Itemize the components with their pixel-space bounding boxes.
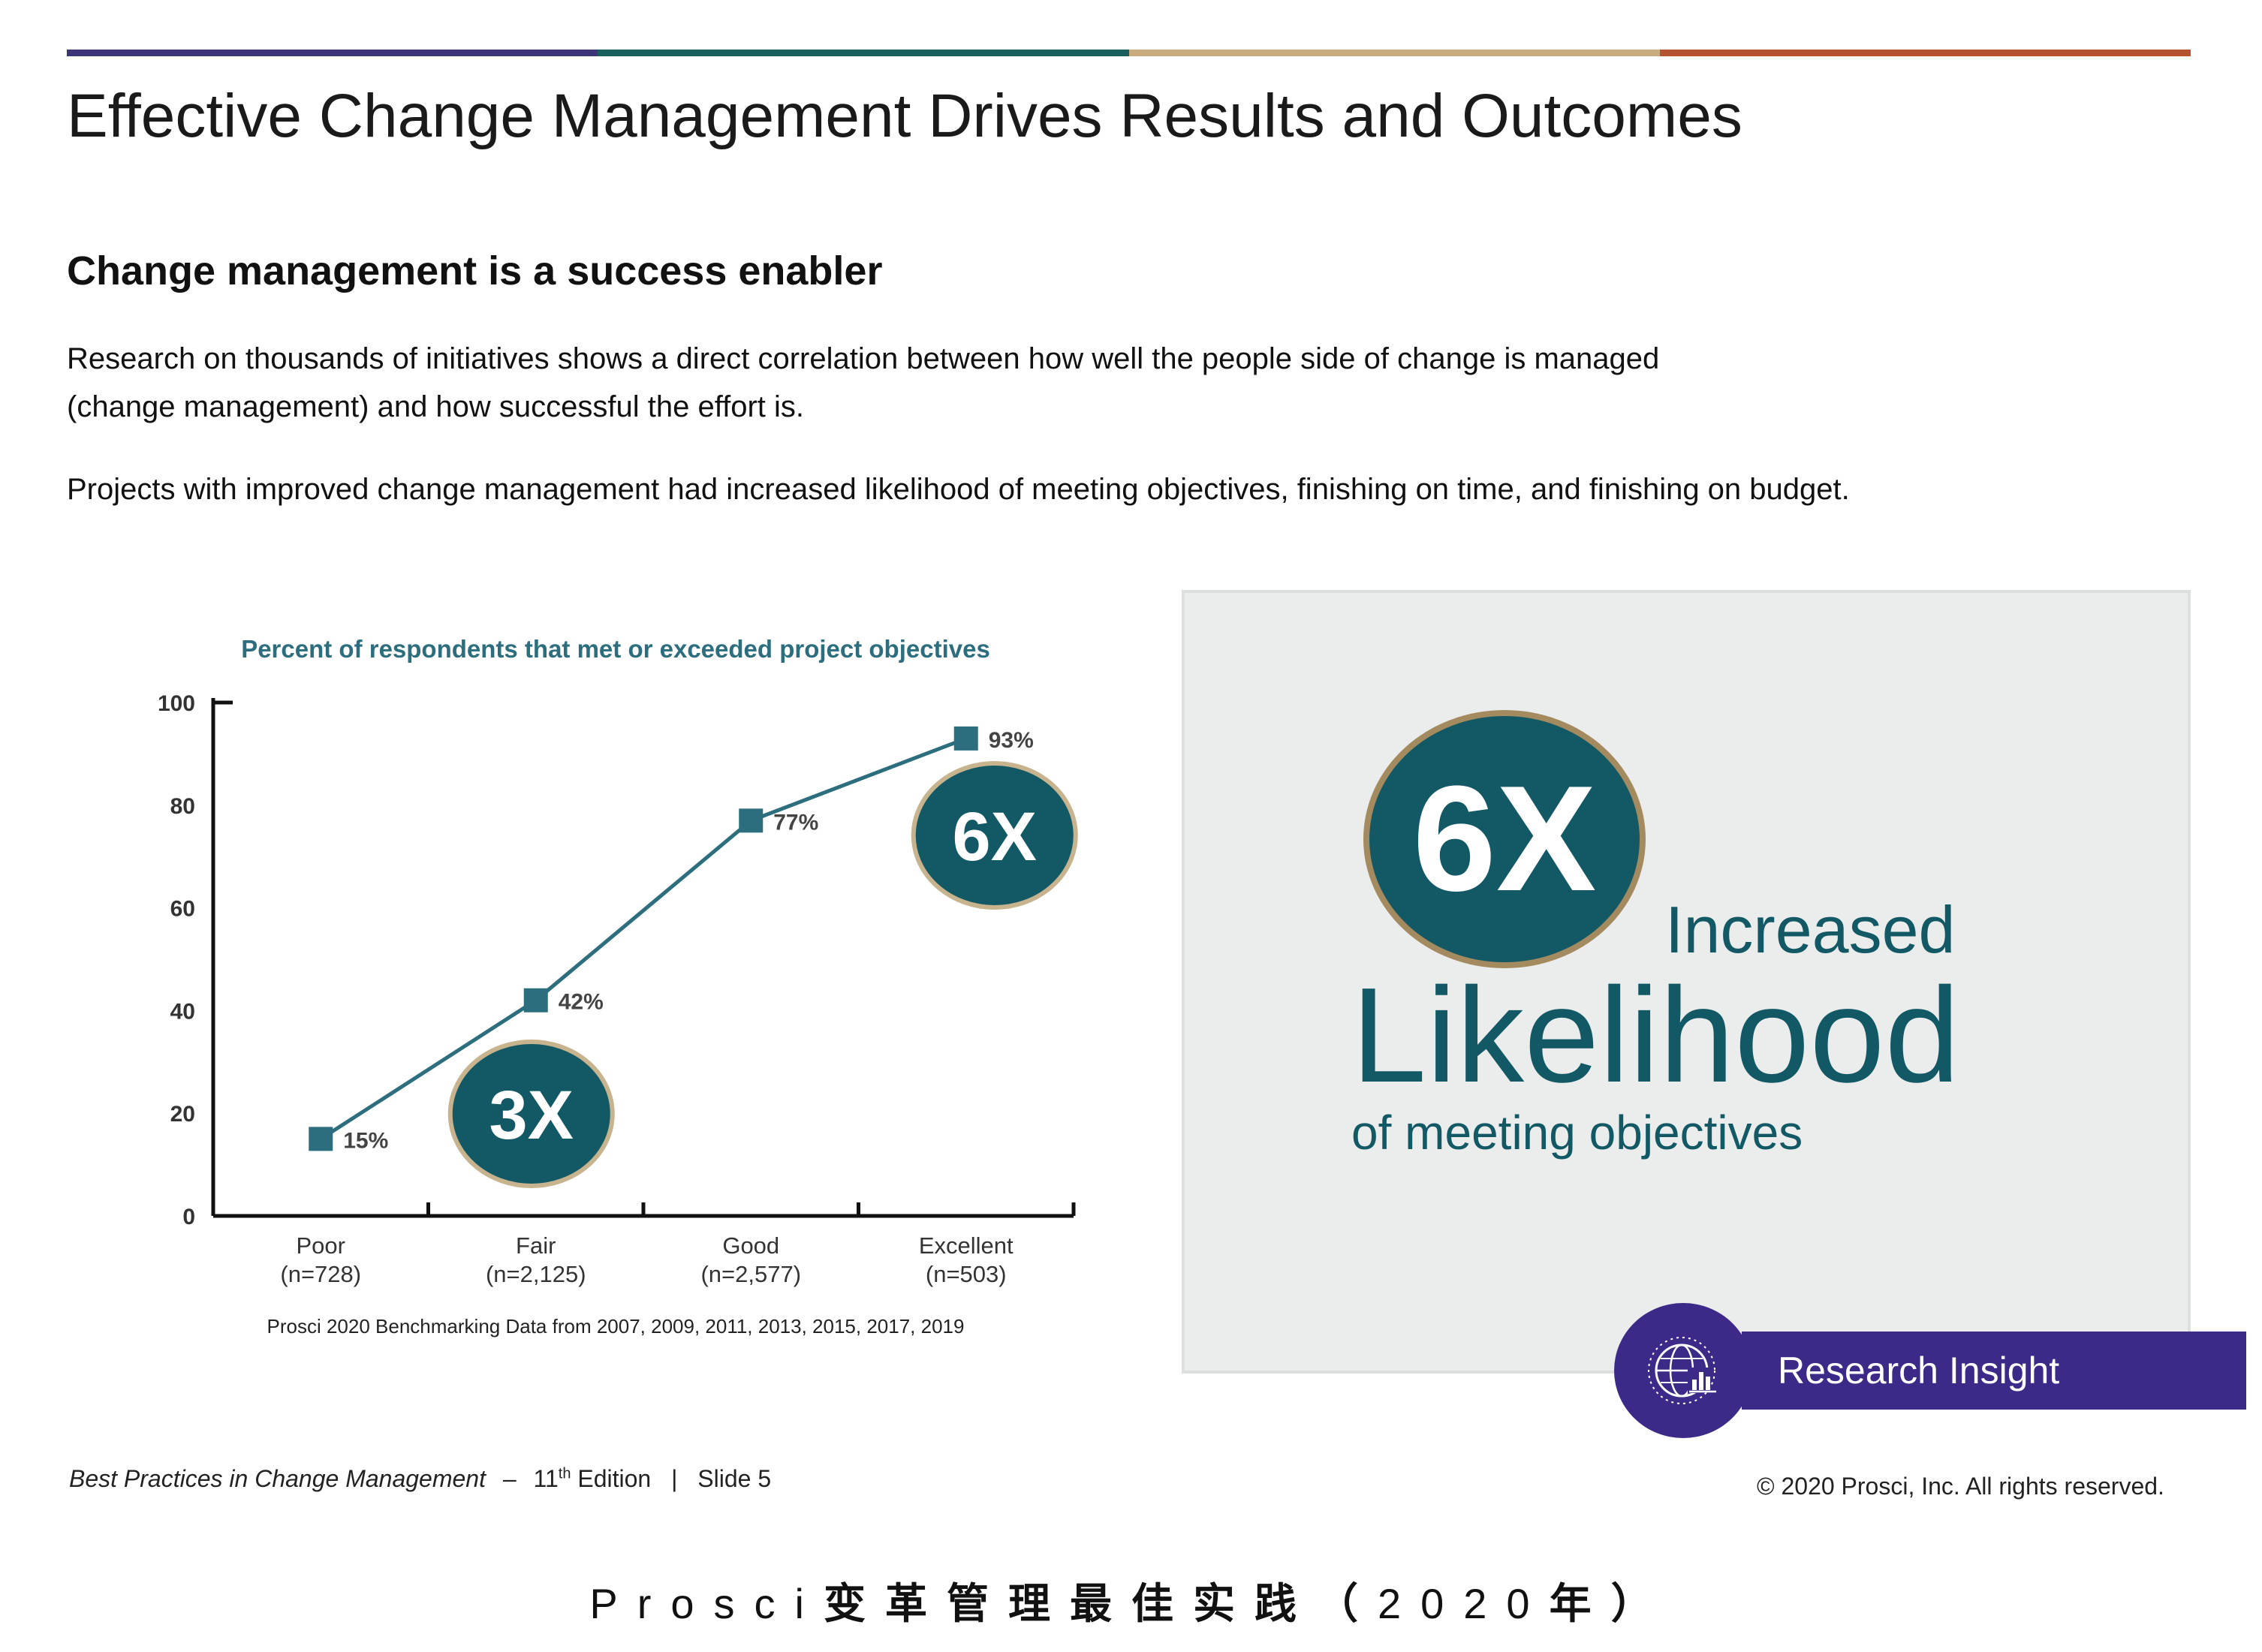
insight-likelihood: Likelihood <box>1351 960 1960 1111</box>
footer-book-title: Best Practices in Change Management <box>69 1465 486 1492</box>
chinese-caption: Prosci变革管理最佳实践（2020年） <box>0 1570 2262 1631</box>
y-tick-label: 100 <box>158 691 195 716</box>
insight-panel <box>1182 590 2191 1374</box>
data-label: 93% <box>989 728 1034 753</box>
data-point <box>739 808 764 833</box>
caption-year-suffix: 年） <box>1549 1580 1673 1627</box>
data-point <box>953 726 978 751</box>
paragraph-research: Research on thousands of initiatives sho… <box>67 335 2169 431</box>
data-label: 77% <box>773 810 818 835</box>
header-stripe <box>67 50 2191 56</box>
paragraph-line-2: (change management) and how successful t… <box>67 390 805 423</box>
stripe-segment-1 <box>67 50 598 56</box>
y-tick-label: 60 <box>170 897 195 922</box>
x-tick-label: Fair <box>516 1232 556 1259</box>
stripe-segment-4 <box>1659 50 2191 56</box>
research-insight-banner: Research Insight <box>1742 1332 2246 1410</box>
x-tick-label: Poor <box>297 1232 345 1259</box>
globe-chart-icon <box>1614 1303 1752 1438</box>
x-tick-label: Good <box>722 1232 779 1259</box>
footer-citation: Best Practices in Change Management – 11… <box>69 1465 771 1493</box>
multiplier-badge-large: 6X <box>1363 710 1646 968</box>
insight-increased: Increased <box>1665 892 1956 967</box>
section-heading: Change management is a success enabler <box>67 248 883 293</box>
x-tick-sublabel: (n=728) <box>280 1261 361 1287</box>
series-line <box>319 736 967 1141</box>
data-point <box>309 1127 333 1151</box>
badge-6x <box>911 761 1078 910</box>
y-tick-label: 40 <box>170 999 195 1024</box>
line-chart: Percent of respondents that met or excee… <box>158 635 1078 1338</box>
research-insight-label: Research Insight <box>1778 1350 2060 1392</box>
chart-source: Prosci 2020 Benchmarking Data from 2007,… <box>267 1315 965 1338</box>
data-label: 15% <box>343 1128 388 1153</box>
caption-year: 2020 <box>1378 1580 1550 1627</box>
data-point <box>523 988 548 1013</box>
caption-title: 变革管理最佳实践（ <box>824 1580 1378 1627</box>
footer-copyright: © 2020 Prosci, Inc. All rights reserved. <box>1757 1473 2164 1500</box>
multiplier-text: 6X <box>1412 755 1597 922</box>
footer-edition-sup: th <box>558 1465 571 1482</box>
footer-edition-number: 11 <box>533 1465 559 1492</box>
paragraph-projects: Projects with improved change management… <box>67 473 1850 506</box>
line-chart-panel: Percent of respondents that met or excee… <box>135 623 1111 1359</box>
x-tick-sublabel: (n=503) <box>926 1261 1007 1287</box>
chart-title: Percent of respondents that met or excee… <box>241 635 990 663</box>
data-label: 42% <box>559 990 604 1015</box>
footer-separator: | <box>671 1465 678 1492</box>
y-tick-label: 0 <box>182 1205 195 1229</box>
badge-3x <box>447 1040 615 1188</box>
x-tick-sublabel: (n=2,125) <box>486 1261 586 1287</box>
x-tick-sublabel: (n=2,577) <box>700 1261 801 1287</box>
stripe-segment-2 <box>598 50 1129 56</box>
y-tick-label: 80 <box>170 794 195 819</box>
badge-6x-text: 6X <box>952 799 1037 875</box>
caption-prosci: Prosci <box>589 1580 824 1627</box>
stripe-segment-3 <box>1128 50 1660 56</box>
slide-title: Effective Change Management Drives Resul… <box>67 82 1742 150</box>
paragraph-line-1: Research on thousands of initiatives sho… <box>67 342 1660 375</box>
footer-slide-number: Slide 5 <box>697 1465 772 1492</box>
globe-chart-icon-graphic <box>1648 1337 1718 1404</box>
x-tick-label: Excellent <box>919 1232 1014 1259</box>
badge-3x-text: 3X <box>489 1077 574 1154</box>
insight-objectives: of meeting objectives <box>1351 1106 1803 1160</box>
y-tick-label: 20 <box>170 1102 195 1127</box>
footer-dash: – <box>502 1465 517 1492</box>
footer-edition: Edition <box>577 1465 652 1492</box>
